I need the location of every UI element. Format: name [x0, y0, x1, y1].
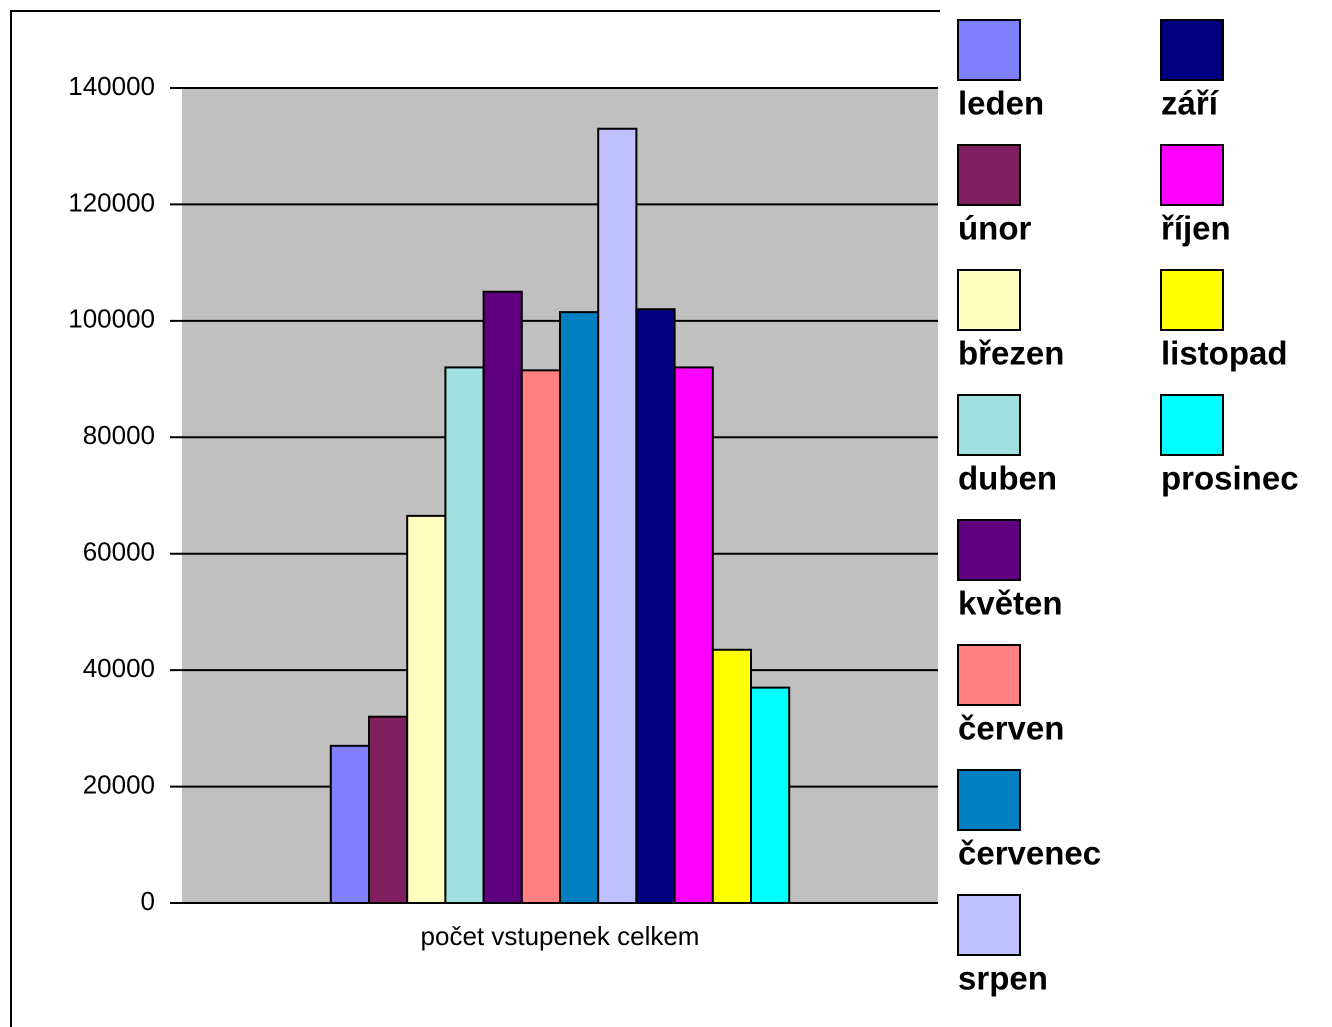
legend-label: květen — [958, 585, 1063, 622]
legend-swatch — [1160, 394, 1224, 456]
legend-swatch — [957, 894, 1021, 956]
bar — [711, 648, 752, 905]
legend-label: říjen — [1161, 210, 1231, 247]
legend-swatch — [1160, 269, 1224, 331]
bar — [750, 686, 791, 904]
legend-label: srpen — [958, 960, 1048, 997]
legend-swatch — [957, 269, 1021, 331]
bar — [368, 715, 409, 905]
bar — [559, 311, 600, 904]
bar — [673, 366, 714, 904]
legend-swatch — [957, 644, 1021, 706]
legend-swatch — [1160, 19, 1224, 81]
legend-label: leden — [958, 85, 1044, 122]
legend-label: březen — [958, 335, 1064, 372]
legend-swatch — [957, 394, 1021, 456]
bar — [520, 369, 561, 904]
y-tick-label: 140000 — [68, 71, 155, 101]
y-tick-label: 120000 — [68, 187, 155, 217]
y-tick-label: 40000 — [83, 653, 155, 683]
legend-swatch — [957, 144, 1021, 206]
legend-label: listopad — [1161, 335, 1288, 372]
y-tick-label: 20000 — [83, 769, 155, 799]
legend-swatch — [957, 19, 1021, 81]
legend-label: září — [1161, 85, 1220, 122]
bar — [406, 514, 447, 904]
bar — [597, 127, 638, 904]
y-tick-label: 0 — [141, 886, 155, 916]
y-tick-label: 80000 — [83, 420, 155, 450]
y-tick-label: 60000 — [83, 537, 155, 567]
legend-swatch — [957, 519, 1021, 581]
legend-label: červenec — [958, 835, 1101, 872]
legend-label: únor — [958, 210, 1031, 247]
legend-label: duben — [958, 460, 1057, 497]
bar — [635, 308, 676, 904]
bar — [482, 290, 523, 904]
legend-label: prosinec — [1161, 460, 1299, 497]
legend-swatch — [957, 769, 1021, 831]
legend-label: červen — [958, 710, 1064, 747]
x-tick-label: počet vstupenek celkem — [421, 921, 700, 951]
legend-swatch — [1160, 144, 1224, 206]
bar — [329, 744, 370, 904]
bar — [444, 366, 485, 904]
y-tick-label: 100000 — [68, 304, 155, 334]
